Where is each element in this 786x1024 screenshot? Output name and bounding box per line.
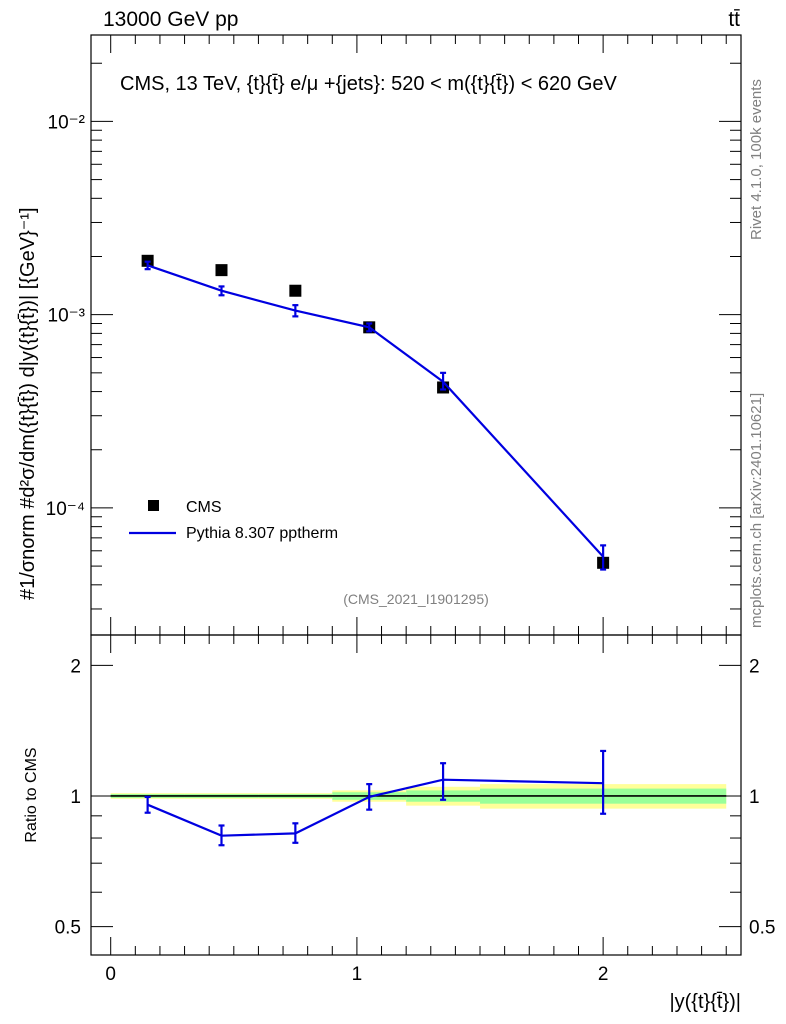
main-frame	[90, 34, 742, 636]
ratio-y-tick-label-right: 2	[749, 656, 760, 677]
analysis-tag: (CMS_2021_I1901295)	[343, 591, 489, 607]
x-axis-label: |y({t}{t̄})|	[669, 991, 741, 1013]
ratio-y-axis-label: Ratio to CMS	[23, 747, 40, 842]
ratio-series-line	[147, 778, 604, 837]
ratio-y-tick-label-left: 1	[70, 787, 81, 808]
pythia-series-line	[147, 264, 604, 558]
x-tick-label: 0	[105, 964, 116, 985]
header-left-label: 13000 GeV pp	[103, 8, 238, 31]
cms-data-point	[215, 264, 228, 277]
rivet-label: Rivet 4.1.0, 100k events	[748, 79, 765, 240]
main-y-tick-label: 10⁻³	[48, 306, 86, 327]
x-tick-label: 2	[598, 964, 609, 985]
cms-data-point	[289, 284, 302, 297]
legend-pythia-label: Pythia 8.307 pptherm	[186, 525, 338, 542]
ratio-y-tick-label-left: 0.5	[55, 918, 81, 939]
x-tick-label: 1	[352, 964, 363, 985]
legend-cms-marker	[148, 500, 159, 511]
main-y-tick-label: 10⁻⁴	[46, 499, 85, 520]
main-y-axis-label: #1/σnorm #d²σ/dm({t}{t̄}) d|y({t}{t̄})| …	[17, 208, 39, 601]
ratio-frame	[90, 634, 742, 956]
main-y-tick-label: 10⁻²	[48, 112, 86, 133]
ratio-panel: 0.5 0.5 1 1 2 2 Ratio to CMS 0 1 2 |y({t}{t̄})|	[23, 634, 775, 1013]
legend-cms-label: CMS	[186, 499, 222, 516]
main-panel: CMS, 13 TeV, {t}{t̄} e/μ +{jets}: 520 < …	[17, 34, 742, 636]
main-title: CMS, 13 TeV, {t}{t̄} e/μ +{jets}: 520 < …	[120, 73, 618, 95]
ratio-y-tick-label-left: 2	[70, 656, 81, 677]
mcplots-label: mcplots.cern.ch [arXiv:2401.10621]	[748, 393, 765, 628]
legend: CMS Pythia 8.307 pptherm	[129, 499, 338, 542]
ratio-y-tick-label-right: 1	[749, 787, 760, 808]
header-right-label: tt̄	[728, 8, 740, 31]
ratio-y-tick-label-right: 0.5	[749, 918, 775, 939]
